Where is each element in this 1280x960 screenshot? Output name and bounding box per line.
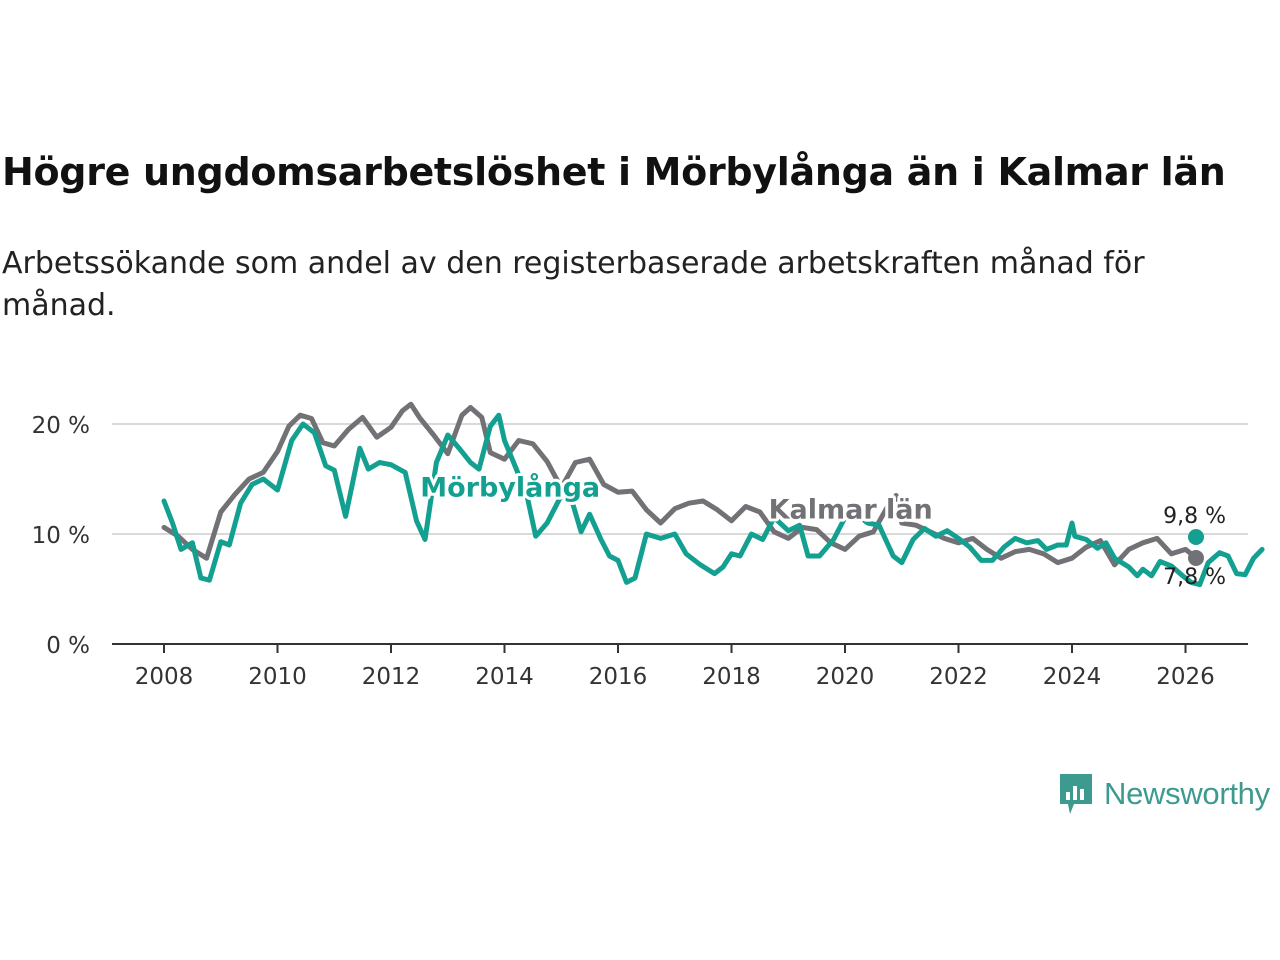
x-tick-label: 2012 (362, 664, 421, 690)
x-tick-label: 2016 (589, 664, 648, 690)
series-label-halo: Mörbylånga (420, 472, 600, 504)
series-label: Mörbylånga (420, 472, 600, 504)
x-tick-label: 2010 (248, 664, 307, 690)
chart-title: Högre ungdomsarbetslöshet i Mörbylånga ä… (2, 150, 1226, 194)
series-label-halo: Kalmar län (769, 495, 933, 526)
end-marker (1188, 550, 1204, 566)
end-value-label: 7,8 % (1163, 565, 1226, 590)
end-marker (1188, 529, 1204, 545)
x-tick-label: 2014 (475, 664, 534, 690)
series-lines (161, 401, 1265, 588)
series-label: Kalmar län (769, 495, 933, 526)
series-line-kalmar-l-n (161, 401, 1200, 568)
end-value-label: 9,8 % (1163, 504, 1226, 529)
axes: 0 % 10 % 20 % 2008 2010 2012 2014 2016 2018 2020 2… (32, 413, 1248, 690)
y-tick-label: 10 % (32, 523, 90, 549)
y-tick-label: 0 % (46, 633, 90, 659)
x-tick-label: 2018 (702, 664, 761, 690)
x-tick-label: 2024 (1043, 664, 1102, 690)
x-tick-label: 2008 (135, 664, 194, 690)
brand-name: Newsworthy (1104, 776, 1270, 811)
x-tick-label: 2026 (1156, 664, 1215, 690)
newsworthy-brand: Newsworthy (1058, 772, 1270, 816)
chart-subtitle: Arbetssökande som andel av den registerb… (2, 246, 1145, 323)
series-line-m-rbyl-nga (161, 412, 1265, 588)
line-chart: 0 % 10 % 20 % 2008 2010 2012 2014 2016 2018 2020 2… (32, 401, 1265, 690)
y-tick-label: 20 % (32, 413, 90, 439)
x-tick-label: 2020 (816, 664, 875, 690)
x-tick-label: 2022 (929, 664, 988, 690)
newsworthy-logo-icon (1060, 774, 1092, 814)
